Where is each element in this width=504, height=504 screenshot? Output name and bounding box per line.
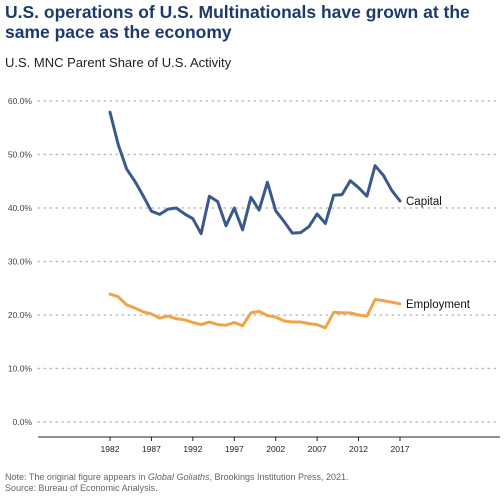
y-tick-label: 60.0%	[8, 96, 33, 106]
x-tick-label: 1992	[183, 444, 202, 454]
gridlines	[37, 100, 501, 423]
chart-title: U.S. operations of U.S. Multinationals h…	[5, 2, 470, 42]
series-labels: Capital Employment	[406, 196, 471, 311]
series-label-employment: Employment	[406, 299, 471, 311]
x-tick-label: 2017	[391, 444, 410, 454]
source-line: Source: Bureau of Economic Analysis.	[5, 483, 158, 493]
y-tick-label: 50.0%	[8, 150, 33, 160]
x-axis: 1982 1987 1992 1997 2002 2007 2012 2017	[38, 436, 500, 454]
y-tick-label: 40.0%	[8, 203, 33, 213]
note-suffix: , Brookings Institution Press, 2021.	[209, 472, 349, 482]
chart-subtitle: U.S. MNC Parent Share of U.S. Activity	[5, 55, 232, 70]
y-axis-ticks: 0.0% 10.0% 20.0% 30.0% 40.0% 50.0% 60.0%	[8, 96, 33, 427]
y-tick-label: 30.0%	[8, 257, 33, 267]
x-tick-label: 1997	[225, 444, 244, 454]
note-prefix: Note: The original figure appears in	[5, 472, 148, 482]
x-tick-label: 1987	[142, 444, 161, 454]
series-lines	[108, 110, 402, 330]
x-tick-label: 2002	[266, 444, 285, 454]
series-label-capital: Capital	[406, 196, 442, 208]
chart-note: Note: The original figure appears in Glo…	[5, 472, 349, 494]
series-line-capital	[108, 110, 402, 236]
x-tick-label: 2007	[308, 444, 327, 454]
y-tick-label: 10.0%	[8, 364, 33, 374]
x-tick-label: 1982	[101, 444, 120, 454]
series-line-employment	[108, 292, 402, 330]
y-tick-label: 0.0%	[13, 417, 33, 427]
x-tick-label: 2012	[349, 444, 368, 454]
note-line: Note: The original figure appears in Glo…	[5, 472, 349, 483]
y-tick-label: 20.0%	[8, 310, 33, 320]
note-italic: Global Goliaths	[147, 472, 210, 482]
